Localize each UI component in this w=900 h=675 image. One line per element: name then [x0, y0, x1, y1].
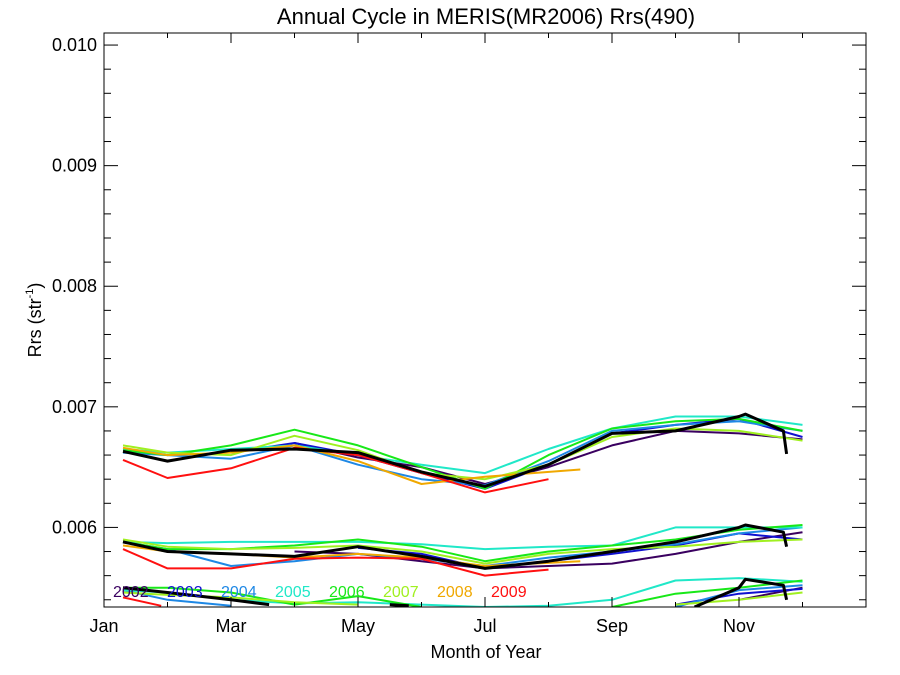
series-line-2005-0 [122, 415, 803, 475]
series-2005 [122, 415, 803, 607]
y-axis-title: Rrs (str-1) [24, 283, 45, 358]
legend-label-2002: 2002 [113, 584, 149, 601]
plot-frame [103, 32, 867, 608]
series-line-2005-1 [122, 526, 803, 551]
series-mean [122, 412, 789, 607]
series-line-2004-3 [675, 584, 803, 607]
y-tick-label: 0.009 [52, 156, 97, 176]
tick-layer: Jan Mar May Jul Sep Nov 0.006 0.007 0.008 0.009 0.… [52, 33, 866, 636]
y-tick-label: 0.010 [52, 35, 97, 55]
x-tick-label: May [341, 616, 375, 636]
legend-label-2003: 2003 [167, 584, 203, 601]
y-tick-label: 0.006 [52, 517, 97, 537]
legend-label-2009: 2009 [491, 584, 527, 601]
series-line-mean-4 [694, 577, 789, 607]
series-2009 [122, 446, 549, 607]
y-axis-title-main: Rrs (str [25, 298, 45, 357]
legend-label-2006: 2006 [329, 584, 365, 601]
x-tick-label: Sep [596, 616, 628, 636]
series-line-2009-2 [122, 596, 162, 607]
y-tick-label: 0.007 [52, 397, 97, 417]
series-line-mean-2 [122, 586, 270, 607]
series-layer [122, 412, 803, 607]
legend-label-2008: 2008 [437, 584, 473, 601]
y-axis-title-superscript: -1 [24, 289, 36, 299]
series-line-mean-0 [122, 412, 789, 488]
series-line-mean-3 [389, 603, 409, 607]
x-axis-title: Month of Year [430, 642, 541, 662]
series-line-mean-1 [122, 523, 789, 570]
series-line-2008-0 [122, 444, 581, 485]
legend: 2002 2003 2004 2005 2006 2007 2008 2009 [113, 584, 527, 601]
series-line-2007-0 [122, 427, 803, 481]
x-tick-label: Jan [89, 616, 118, 636]
series-line-2006-1 [122, 524, 803, 563]
legend-label-2007: 2007 [383, 584, 419, 601]
series-line-2007-1 [122, 538, 803, 565]
y-axis-title-close: ) [25, 283, 45, 289]
legend-label-2004: 2004 [221, 584, 257, 601]
x-tick-label: Mar [216, 616, 247, 636]
y-tick-label: 0.008 [52, 276, 97, 296]
series-2007 [122, 427, 803, 606]
series-line-2006-2 [123, 586, 422, 607]
legend-label-2005: 2005 [275, 584, 311, 601]
x-tick-label: Nov [723, 616, 755, 636]
chart-title: Annual Cycle in MERIS(MR2006) Rrs(490) [277, 4, 695, 29]
x-tick-label: Jul [473, 616, 496, 636]
series-line-2009-1 [122, 548, 549, 577]
series-2003 [230, 417, 803, 606]
